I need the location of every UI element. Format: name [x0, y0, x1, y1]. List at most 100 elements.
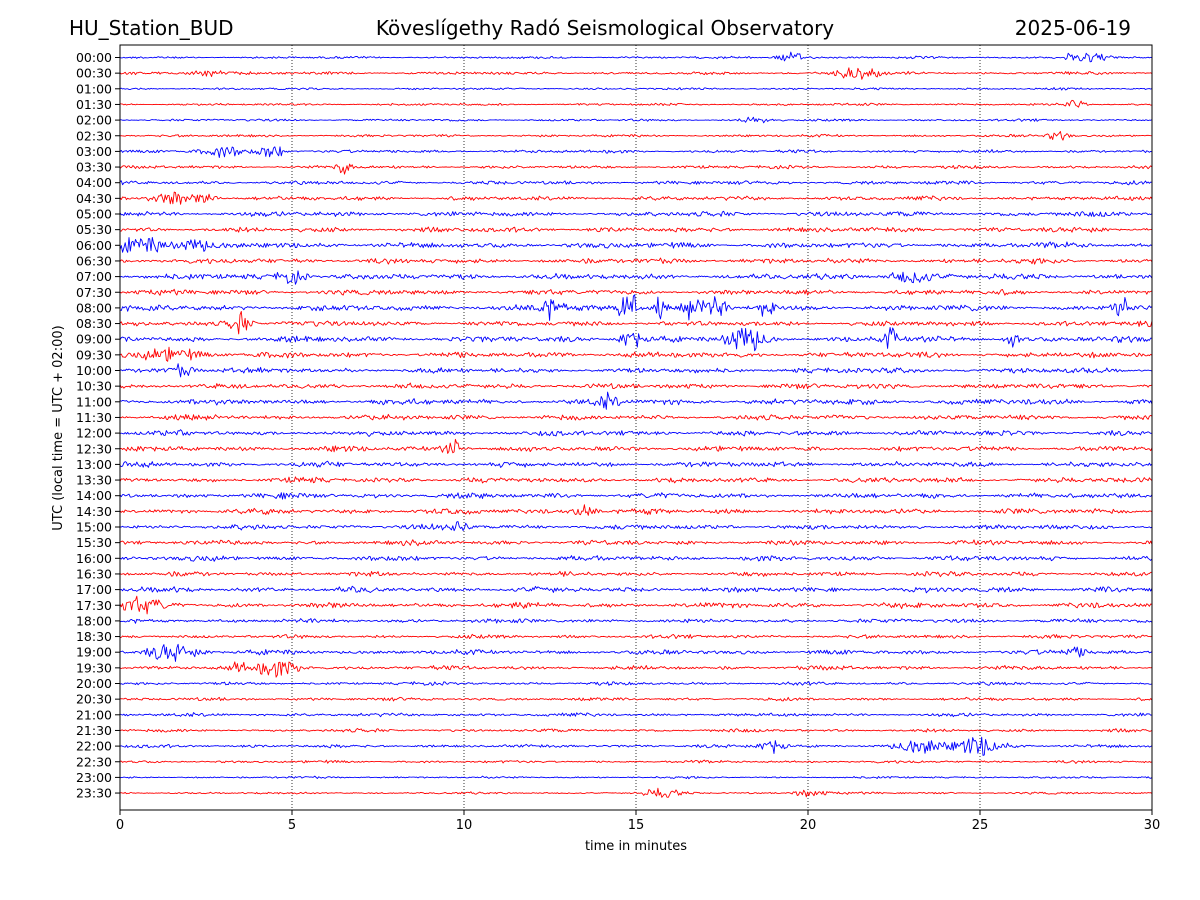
trace-row-08-30 — [119, 311, 1153, 335]
trace-row-02-00 — [119, 116, 1153, 124]
trace-row-12-00 — [119, 429, 1153, 437]
y-tick-label-9: 04:30 — [76, 191, 112, 206]
y-tick-label-41: 20:30 — [76, 692, 112, 707]
trace-row-04-00 — [119, 180, 1153, 186]
x-tick-label-6: 30 — [1144, 818, 1161, 833]
y-tick-label-38: 19:00 — [76, 645, 112, 660]
trace-row-12-30 — [119, 438, 1153, 454]
y-tick-label-18: 09:00 — [76, 332, 112, 347]
trace-row-05-30 — [119, 226, 1153, 233]
y-tick-label-31: 15:30 — [76, 535, 112, 550]
trace-row-10-00 — [119, 363, 1153, 378]
y-tick-label-46: 23:00 — [76, 770, 112, 785]
x-tick-label-5: 25 — [972, 818, 989, 833]
y-tick-label-37: 18:30 — [76, 629, 112, 644]
trace-row-18-30 — [119, 633, 1153, 639]
y-tick-label-45: 22:30 — [76, 754, 112, 769]
trace-row-14-00 — [119, 492, 1153, 500]
y-tick-label-1: 00:30 — [76, 66, 112, 81]
trace-row-20-30 — [119, 696, 1153, 702]
trace-row-03-30 — [119, 163, 1153, 175]
grid-lines — [291, 45, 981, 810]
y-tick-label-4: 02:00 — [76, 113, 112, 128]
y-tick-label-29: 14:30 — [76, 504, 112, 519]
y-tick-label-25: 12:30 — [76, 441, 112, 456]
trace-row-23-30 — [119, 787, 1153, 798]
y-tick-label-10: 05:00 — [76, 207, 112, 222]
trace-row-19-00 — [119, 643, 1153, 662]
trace-row-11-00 — [119, 391, 1153, 410]
trace-row-16-00 — [119, 555, 1153, 562]
trace-row-21-30 — [119, 728, 1153, 733]
y-tick-label-47: 23:30 — [76, 786, 112, 801]
trace-row-19-30 — [119, 661, 1153, 678]
x-tick-label-2: 10 — [456, 818, 473, 833]
x-axis-ticks: 0 5 10 15 20 25 30 — [116, 810, 1160, 833]
y-tick-label-39: 19:30 — [76, 660, 112, 675]
y-tick-label-14: 07:00 — [76, 269, 112, 284]
y-tick-label-34: 17:00 — [76, 582, 112, 597]
trace-row-11-30 — [119, 413, 1153, 421]
y-tick-label-22: 11:00 — [76, 394, 112, 409]
trace-row-17-00 — [119, 585, 1153, 594]
trace-row-18-00 — [119, 618, 1153, 624]
trace-row-01-00 — [119, 87, 1153, 91]
trace-row-05-00 — [119, 210, 1153, 217]
y-tick-label-2: 01:00 — [76, 81, 112, 96]
y-tick-label-7: 03:30 — [76, 160, 112, 175]
trace-row-10-30 — [119, 382, 1153, 390]
y-tick-label-27: 13:30 — [76, 473, 112, 488]
y-tick-label-26: 13:00 — [76, 457, 112, 472]
y-tick-label-8: 04:00 — [76, 175, 112, 190]
trace-row-03-00 — [119, 146, 1153, 158]
y-tick-label-33: 16:30 — [76, 566, 112, 581]
y-tick-label-15: 07:30 — [76, 285, 112, 300]
y-tick-label-43: 21:30 — [76, 723, 112, 738]
y-tick-label-44: 22:00 — [76, 739, 112, 754]
trace-row-00-00 — [119, 51, 1153, 63]
y-tick-label-0: 00:00 — [76, 50, 112, 65]
station-label: HU_Station_BUD — [69, 16, 234, 40]
y-tick-label-28: 14:00 — [76, 488, 112, 503]
y-tick-label-12: 06:00 — [76, 238, 112, 253]
trace-row-09-30 — [119, 346, 1153, 362]
trace-row-14-30 — [119, 504, 1153, 516]
trace-row-00-30 — [119, 67, 1153, 80]
y-tick-label-20: 10:00 — [76, 363, 112, 378]
y-tick-label-19: 09:30 — [76, 347, 112, 362]
trace-row-20-00 — [119, 681, 1153, 686]
trace-row-22-00 — [119, 736, 1153, 756]
y-tick-label-30: 15:00 — [76, 520, 112, 535]
y-axis-ticks: 00:0000:3001:0001:3002:0002:3003:0003:30… — [76, 50, 120, 801]
trace-row-15-30 — [119, 539, 1153, 547]
y-tick-label-23: 11:30 — [76, 410, 112, 425]
y-tick-label-24: 12:00 — [76, 426, 112, 441]
trace-row-07-00 — [119, 270, 1153, 285]
trace-row-13-00 — [119, 460, 1153, 468]
trace-row-23-00 — [119, 775, 1153, 780]
trace-row-06-30 — [119, 257, 1153, 265]
trace-row-16-30 — [119, 570, 1153, 578]
trace-row-07-30 — [119, 288, 1153, 296]
trace-row-02-30 — [119, 131, 1153, 141]
x-axis-label: time in minutes — [585, 839, 687, 854]
date-label: 2025-06-19 — [1015, 16, 1131, 40]
trace-row-22-30 — [119, 759, 1153, 764]
y-tick-label-40: 20:00 — [76, 676, 112, 691]
x-tick-label-4: 20 — [800, 818, 817, 833]
trace-row-15-00 — [119, 521, 1153, 532]
seismic-traces — [119, 51, 1153, 798]
trace-row-09-00 — [119, 327, 1153, 352]
trace-row-13-30 — [119, 476, 1153, 484]
x-tick-label-1: 5 — [288, 818, 296, 833]
trace-row-17-30 — [119, 595, 1153, 615]
x-tick-label-3: 15 — [628, 818, 645, 833]
y-tick-label-16: 08:00 — [76, 300, 112, 315]
y-tick-label-13: 06:30 — [76, 253, 112, 268]
y-tick-label-35: 17:30 — [76, 598, 112, 613]
y-tick-label-11: 05:30 — [76, 222, 112, 237]
y-tick-label-32: 16:00 — [76, 551, 112, 566]
y-tick-label-5: 02:30 — [76, 128, 112, 143]
y-axis-label: UTC (local time = UTC + 02:00) — [51, 325, 66, 530]
